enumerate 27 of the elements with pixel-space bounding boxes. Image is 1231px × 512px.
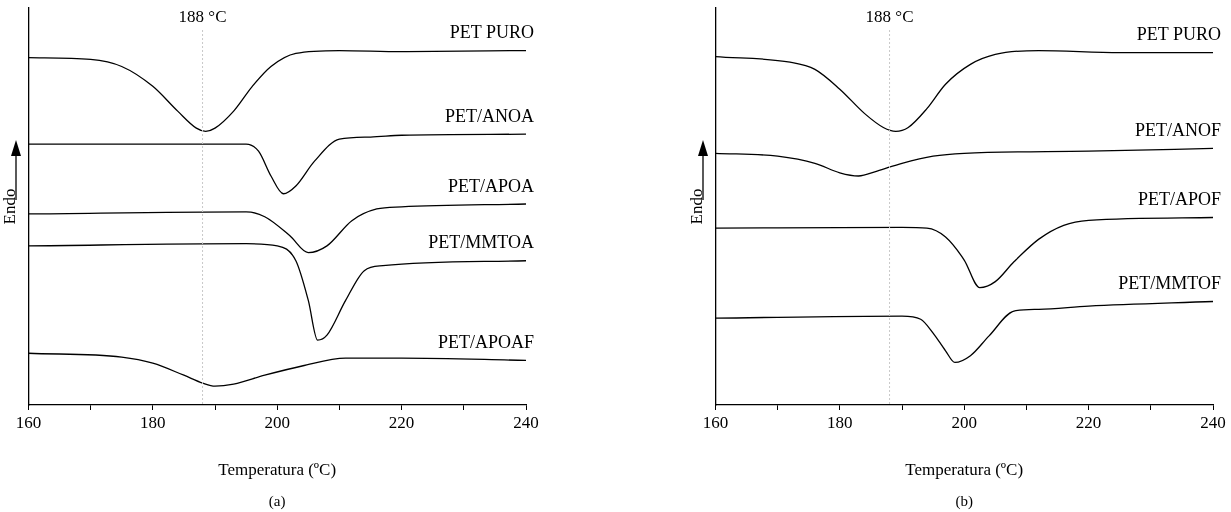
x-tick-label: 240 (513, 412, 539, 432)
series-label: PET/APOAF (437, 332, 534, 353)
series-label: PET/APOA (447, 175, 534, 196)
series-label: PET/ANOA (445, 105, 534, 126)
x-tick-label: 160 (702, 412, 729, 432)
x-tick-label: 180 (140, 412, 166, 432)
series-label: PET PURO (1136, 24, 1221, 45)
series-label: PET/APOF (1137, 189, 1221, 210)
x-axis-title: Temperatura (ºC) (218, 460, 337, 480)
y-axis-title: Endo (0, 188, 19, 225)
x-tick-label: 200 (264, 412, 290, 432)
series-label: PET/MMTOF (1118, 273, 1221, 294)
text: (b) (955, 493, 973, 511)
x-tick-label: 220 (1075, 412, 1102, 432)
text: (a) (268, 493, 286, 511)
series-label: PET/ANOF (1134, 120, 1221, 141)
x-tick-label: 200 (951, 412, 977, 432)
x-axis-title: Temperatura (ºC) (905, 460, 1024, 480)
x-tick-label: 220 (388, 412, 415, 432)
ref-line-label: 188 °C (865, 6, 914, 26)
ref-line-label: 188 °C (178, 6, 227, 26)
x-tick-label: 180 (827, 412, 853, 432)
x-tick-label: 160 (15, 412, 42, 432)
y-axis-title: Endo (686, 188, 706, 225)
series-label: PET PURO (449, 22, 534, 43)
x-tick-label: 240 (1200, 412, 1226, 432)
series-label: PET/MMTOA (428, 232, 534, 253)
